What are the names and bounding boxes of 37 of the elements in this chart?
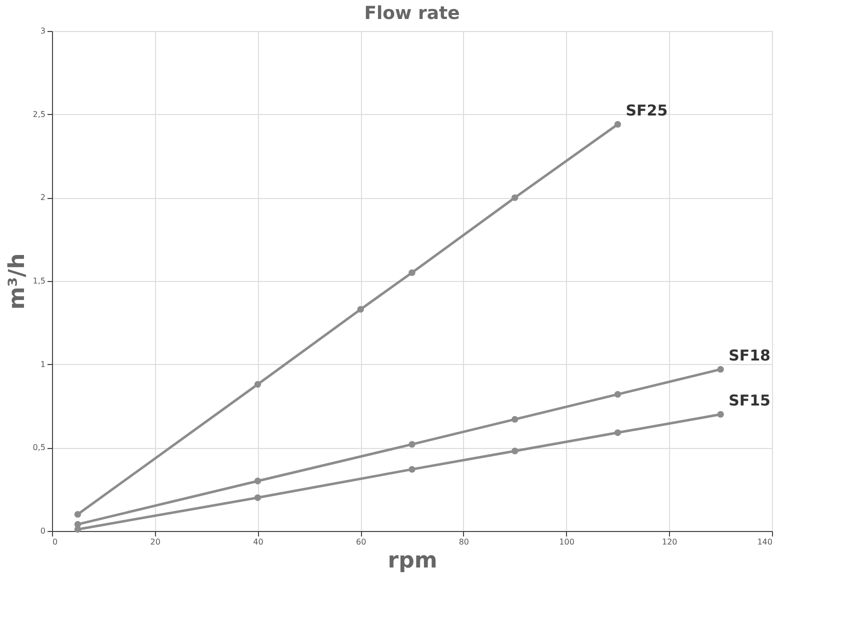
y-tick-label: 0,5 [32,443,46,452]
x-tick-label: 60 [356,538,366,546]
point [614,390,622,398]
series-label: SF15 [728,391,771,410]
y-tick-label: 2,5 [32,110,46,119]
y-tick-label: 1 [40,360,46,369]
point [408,269,416,276]
x-tick-label: 80 [458,538,470,546]
point [254,478,262,484]
point [74,510,82,518]
y-tick-label: 0 [40,526,46,536]
point [254,494,262,502]
x-tick-label: 40 [253,538,264,546]
y-tick-label: 2 [40,193,46,202]
series-label: SF18 [728,346,771,364]
y-tick-label: 3 [40,26,46,36]
point [408,466,416,473]
point [614,429,622,436]
point [717,366,724,373]
x-tick-label: 100 [559,538,574,546]
point [512,194,518,202]
point [512,448,518,454]
x-tick-label: 120 [662,538,678,546]
y-axis-title: m³/h [4,253,30,310]
chart-title: Flow rate [364,3,460,24]
series-label: SF25 [626,101,668,120]
x-axis-title: rpm [388,548,438,574]
x-tick-label: 140 [757,538,772,546]
x-tick-label: 20 [150,538,160,546]
point [512,416,518,423]
y-tick-label: 1,5 [32,276,46,286]
point [357,306,364,313]
point [408,440,416,448]
point [614,120,622,128]
x-tick-label: 0 [52,538,58,546]
point [717,410,724,418]
point [254,380,262,388]
